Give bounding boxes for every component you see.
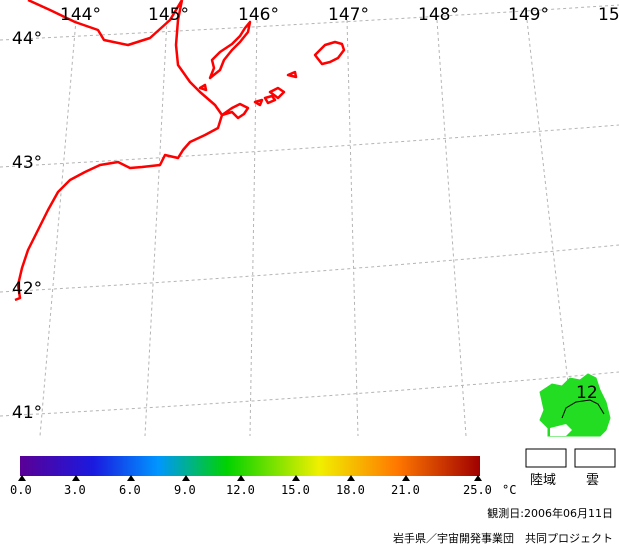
cloud-gap [550,424,572,436]
hokkaido-east-coast [14,0,224,302]
latitude-line-44 [0,4,619,41]
cloud-swatch [574,448,616,468]
iturup-segment [313,40,346,66]
colorbar-unit: °C [502,483,516,497]
longitude-line-147 [346,19,359,437]
longitude-label: 15 [598,5,619,25]
colorbar-tick-label: 12.0 [226,483,255,497]
hokkaido-coast [27,0,184,47]
longitude-label: 147° [328,5,369,25]
colorbar-tick-label: 15.0 [281,483,310,497]
tick-mark [347,475,355,481]
colorbar-tick-label: 3.0 [64,483,86,497]
tick-mark [292,475,300,481]
land-swatch [525,448,567,468]
colorbar-tick-label: 25.0 [463,483,492,497]
tick-mark [182,475,190,481]
colorbar-tick-label: 6.0 [119,483,141,497]
tick-mark [474,475,482,481]
legend: 陸域 雲 [525,448,616,488]
land-label: 陸域 [530,472,556,488]
colorbar-gradient [20,456,480,476]
latitude-labels: 44° 43° 42° 41° [12,29,42,423]
longitude-line-144 [39,19,77,437]
habomai-islet-2 [263,94,277,105]
kunashiri-island [208,20,252,80]
observation-date: 観測日:2006年06月11日 [487,507,613,520]
latitude-line-42 [0,244,619,293]
shikotan-island [268,86,286,100]
sst-patch [539,373,611,437]
colorbar-tick-label: 18.0 [336,483,365,497]
longitude-label: 149° [508,5,549,25]
longitude-line-146 [249,19,258,437]
longitude-line-145 [144,19,168,437]
latitude-label: 43° [12,153,42,173]
coastline [14,0,346,302]
tick-mark [402,475,410,481]
latitude-label: 44° [12,29,42,49]
credit-text: 岩手県／宇宙開発事業団 共同プロジェクト [393,532,613,545]
longitude-labels: 144° 145° 146° 147° 148° 149° 15 [60,5,619,25]
habomai-islet-1 [253,98,264,107]
small-islet [286,70,298,79]
sst-contour [561,399,605,419]
latitude-label: 41° [12,403,42,423]
longitude-label: 145° [148,5,189,25]
longitude-label: 148° [418,5,459,25]
tick-mark [127,475,135,481]
longitude-label: 144° [60,5,101,25]
colorbar-tick-label: 0.0 [10,483,32,497]
colorbar: 0.0 3.0 6.0 9.0 12.0 15.0 18.0 21.0 25.0… [10,456,516,497]
nemuro-peninsula [220,102,250,120]
longitude-line-148 [436,19,467,437]
region-value-label: 12 [576,383,598,403]
graticule [0,4,619,437]
colorbar-tick-marks [18,475,482,481]
latitude-line-43 [0,124,619,168]
tick-mark [72,475,80,481]
longitude-line-149 [526,19,575,437]
colorbar-tick-label: 21.0 [391,483,420,497]
tick-mark [18,475,26,481]
sst-region: 12 [539,373,611,437]
cloud-label: 雲 [586,473,599,488]
longitude-label: 146° [238,5,279,25]
latitude-line-41 [0,371,619,417]
north-islet [198,83,208,92]
tick-mark [237,475,245,481]
colorbar-tick-label: 9.0 [174,483,196,497]
latitude-label: 42° [12,279,42,299]
